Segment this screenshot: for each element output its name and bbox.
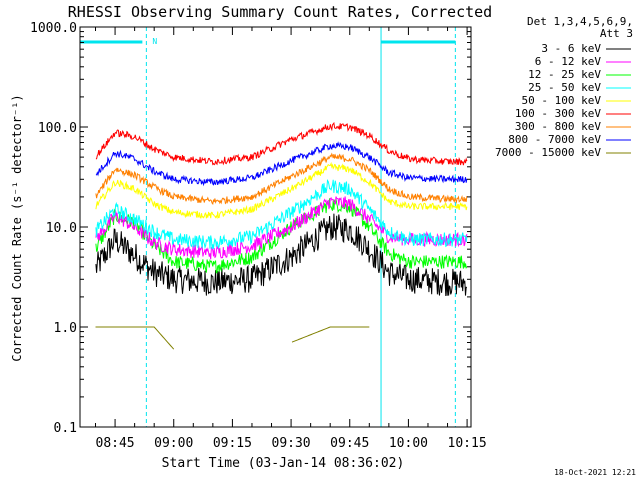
x-tick-label: 08:45: [96, 436, 135, 451]
y-tick-label: 0.1: [54, 421, 77, 436]
x-axis-label: Start Time (03-Jan-14 08:36:02): [162, 456, 405, 471]
series-line-8: [291, 326, 370, 343]
y-axis: 1000.0 100.0 10.0 1.0 0.1: [30, 21, 471, 436]
legend-label: 100 - 300 keV: [515, 107, 601, 120]
y-tick-label: 1000.0: [30, 21, 77, 36]
series-line-0: [95, 213, 468, 297]
legend-label: 300 - 800 keV: [515, 120, 601, 133]
x-tick-label: 10:15: [448, 436, 487, 451]
legend-label: 12 - 25 keV: [528, 68, 601, 81]
series-line-6: [95, 152, 468, 206]
legend-header: Att 3: [600, 27, 633, 40]
x-tick-label: 09:45: [330, 436, 369, 451]
legend-label: 7000 - 15000 keV: [495, 146, 601, 159]
date-stamp: 18-Oct-2021 12:21: [554, 468, 636, 477]
series-line-5: [95, 121, 468, 166]
x-tick-label: 09:30: [272, 436, 311, 451]
y-tick-label: 10.0: [46, 221, 77, 236]
legend-label: 800 - 7000 keV: [508, 133, 601, 146]
series-line-3: [95, 178, 468, 250]
series-group: [95, 121, 468, 350]
y-tick-label: 1.0: [54, 321, 77, 336]
legend-label: 25 - 50 keV: [528, 81, 601, 94]
series-line-4: [95, 161, 468, 220]
chart-title: RHESSI Observing Summary Count Rates, Co…: [68, 3, 492, 21]
night-marker: N: [152, 37, 157, 46]
x-tick-label: 09:00: [154, 436, 193, 451]
legend-label: 6 - 12 keV: [535, 55, 602, 68]
y-axis-label: Corrected Count Rate (s⁻¹ detector⁻¹): [10, 94, 24, 361]
x-tick-label: 10:00: [389, 436, 428, 451]
series-line-8: [95, 326, 175, 350]
y-tick-label: 100.0: [38, 121, 77, 136]
x-axis: 08:45 09:00 09:15 09:30 09:45 10:00 10:15: [95, 27, 487, 451]
legend-label: 50 - 100 keV: [522, 94, 602, 107]
series-line-7: [95, 141, 468, 187]
legend-header: Det 1,3,4,5,6,9,: [527, 15, 633, 28]
legend-label: 3 - 6 keV: [541, 42, 601, 55]
x-tick-label: 09:15: [213, 436, 252, 451]
